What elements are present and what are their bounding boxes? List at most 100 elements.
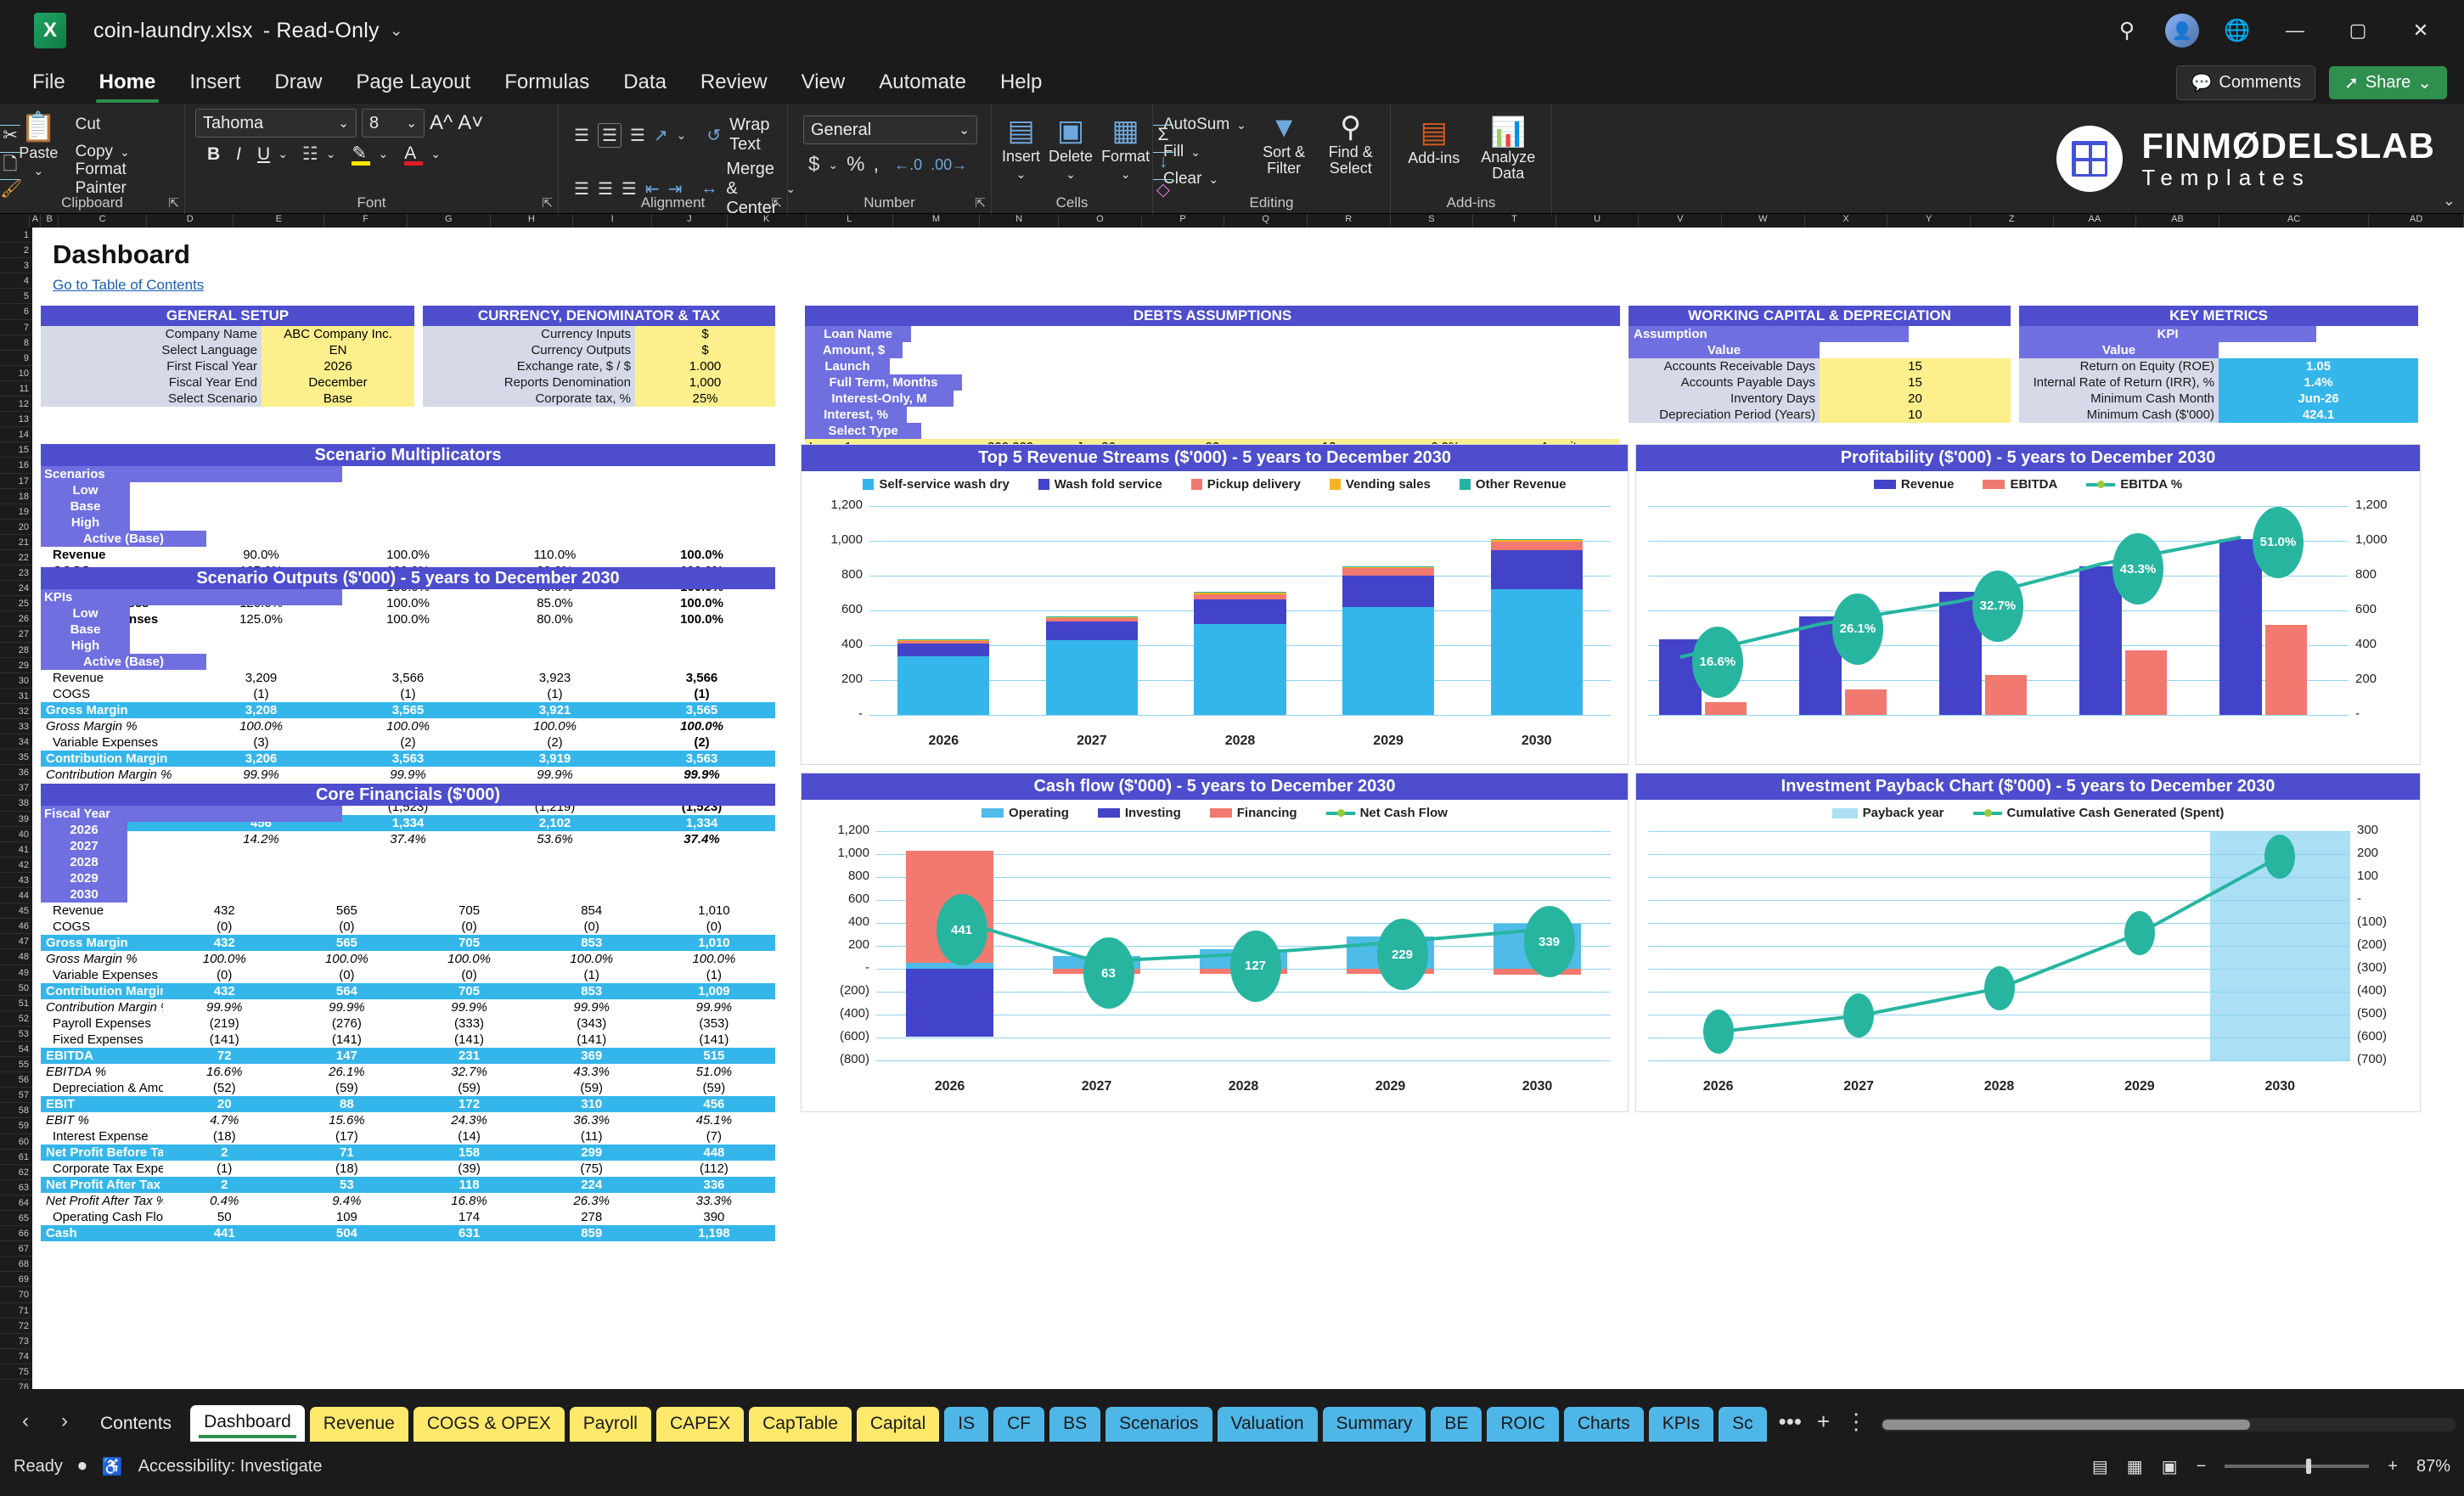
chart-profitability[interactable]: Profitability ($'000) - 5 years to Decem… <box>1635 444 2421 765</box>
ribbon-tab-draw[interactable]: Draw <box>274 70 323 93</box>
sheet-tab-bs[interactable]: BS <box>1049 1407 1101 1442</box>
cur-value-2[interactable]: 1.000 <box>635 358 775 374</box>
ribbon-tab-home[interactable]: Home <box>84 66 172 103</box>
sheet-tab-capital[interactable]: Capital <box>856 1407 940 1442</box>
row-header[interactable]: 63 <box>0 1180 32 1195</box>
cur-value-4[interactable]: 25% <box>635 391 775 407</box>
legend-item[interactable]: Pickup delivery <box>1190 477 1301 492</box>
row-header[interactable]: 45 <box>0 903 32 920</box>
col-B[interactable]: B <box>41 214 59 228</box>
zoom-in-button[interactable]: + <box>2388 1456 2398 1476</box>
col-E[interactable]: E <box>233 214 325 228</box>
legend-item[interactable]: Self-service wash dry <box>863 477 1010 492</box>
underline-button[interactable]: U <box>257 143 271 164</box>
row-header[interactable]: 58 <box>0 1103 32 1119</box>
row-header[interactable]: 76 <box>0 1380 32 1389</box>
gs-value-2[interactable]: 2026 <box>262 358 414 374</box>
row-header[interactable]: 49 <box>0 965 32 981</box>
autosum-button[interactable]: Σ AutoSum ⌄ <box>1153 113 1246 144</box>
row-header[interactable]: 22 <box>0 550 32 566</box>
wc-r2c1[interactable]: 20 <box>1820 391 2011 407</box>
row-header[interactable]: 4 <box>0 273 32 290</box>
row-header[interactable]: 19 <box>0 504 32 520</box>
page-layout-icon[interactable]: ▦ <box>2126 1457 2143 1476</box>
row-header[interactable]: 13 <box>0 412 32 428</box>
col-AA[interactable]: AA <box>2054 214 2137 228</box>
ribbon-tab-formulas[interactable]: Formulas <box>504 70 590 93</box>
sheet-tab-cf[interactable]: CF <box>993 1407 1045 1442</box>
analyze-data-button[interactable]: 📊 Analyze Data <box>1476 114 1542 182</box>
row-header[interactable]: 15 <box>0 442 32 458</box>
row-header[interactable]: 10 <box>0 366 32 381</box>
font-dialog-launcher-icon[interactable]: ⇱ <box>542 196 553 211</box>
legend-item[interactable]: Net Cash Flow <box>1325 806 1448 820</box>
clipboard-dialog-launcher-icon[interactable]: ⇱ <box>168 196 179 211</box>
fill-button[interactable]: ↓ Fill ⌄ <box>1153 140 1246 172</box>
gs-value-4[interactable]: Base <box>262 391 414 407</box>
row-header[interactable]: 51 <box>0 996 32 1011</box>
row-header[interactable]: 44 <box>0 888 32 904</box>
row-header[interactable]: 8 <box>0 335 32 351</box>
row-header[interactable]: 28 <box>0 643 32 658</box>
col-Y[interactable]: Y <box>1887 214 1971 228</box>
row-header[interactable]: 54 <box>0 1042 32 1058</box>
fill-color-chevron-down-icon[interactable]: ⌄ <box>378 147 389 160</box>
col-F[interactable]: F <box>324 214 408 228</box>
search-icon[interactable]: ⚲ <box>2118 19 2135 42</box>
gs-value-0[interactable]: ABC Company Inc. <box>262 326 414 342</box>
minimize-button[interactable]: — <box>2286 20 2304 41</box>
decrease-indent-icon[interactable]: ⇤ <box>644 180 660 199</box>
borders-chevron-down-icon[interactable]: ⌄ <box>325 147 336 160</box>
row-header[interactable]: 32 <box>0 704 32 719</box>
row-header[interactable]: 69 <box>0 1272 32 1288</box>
row-header[interactable]: 34 <box>0 734 32 751</box>
legend-item[interactable]: Investing <box>1097 806 1181 820</box>
row-header[interactable]: 48 <box>0 949 32 965</box>
col-C[interactable]: C <box>59 214 148 228</box>
row-header[interactable]: 67 <box>0 1241 32 1257</box>
row-header[interactable]: 47 <box>0 934 32 950</box>
col-L[interactable]: L <box>807 214 893 228</box>
sheet-tab-dashboard[interactable]: Dashboard <box>190 1405 305 1442</box>
ribbon-tab-automate[interactable]: Automate <box>879 70 966 93</box>
avatar[interactable]: 👤 <box>2165 14 2199 48</box>
ribbon-tab-review[interactable]: Review <box>700 70 768 93</box>
row-header[interactable]: 7 <box>0 320 32 335</box>
delete-cells-button[interactable]: ▣ Delete ⌄ <box>1049 112 1093 182</box>
row-header[interactable]: 5 <box>0 289 32 305</box>
legend-item[interactable]: Operating <box>982 806 1069 820</box>
col-Q[interactable]: Q <box>1224 214 1308 228</box>
sheet-tab-be[interactable]: BE <box>1431 1407 1482 1442</box>
row-header[interactable]: 43 <box>0 873 32 889</box>
legend-item[interactable]: Vending sales <box>1329 477 1431 492</box>
row-header[interactable]: 41 <box>0 842 32 858</box>
row-header[interactable]: 21 <box>0 535 32 550</box>
row-header[interactable]: 75 <box>0 1364 32 1381</box>
sheet-tab-kpis[interactable]: KPIs <box>1648 1407 1714 1442</box>
row-header[interactable]: 23 <box>0 565 32 582</box>
row-header[interactable]: 36 <box>0 765 32 781</box>
col-K[interactable]: K <box>728 214 807 228</box>
orientation-icon[interactable]: ↗ <box>653 126 668 145</box>
row-header[interactable]: 59 <box>0 1118 32 1134</box>
col-X[interactable]: X <box>1805 214 1888 228</box>
sheet-tab-roic[interactable]: ROIC <box>1487 1407 1559 1442</box>
row-header[interactable]: 20 <box>0 520 32 535</box>
share-button[interactable]: ➚ Share ⌄ <box>2329 65 2447 99</box>
row-header[interactable]: 33 <box>0 719 32 735</box>
add-sheet-button[interactable]: + <box>1816 1409 1831 1434</box>
row-header[interactable]: 18 <box>0 489 32 504</box>
recording-icon[interactable]: ⏺ <box>77 1456 87 1476</box>
wrap-text-button[interactable]: Wrap Text <box>729 115 770 154</box>
sheet-tab-contents[interactable]: Contents <box>100 1414 172 1433</box>
cur-value-3[interactable]: 1,000 <box>635 374 775 391</box>
row-header[interactable]: 68 <box>0 1257 32 1273</box>
legend-item[interactable]: Financing <box>1209 806 1297 820</box>
wc-r0c1[interactable]: 15 <box>1820 358 2011 374</box>
row-header[interactable]: 14 <box>0 427 32 443</box>
align-bottom-icon[interactable]: ☰ <box>629 126 645 145</box>
grow-font-icon[interactable]: A^ <box>430 111 453 134</box>
font-size-select[interactable]: 8 ⌄ <box>362 109 425 138</box>
row-header[interactable]: 35 <box>0 750 32 766</box>
decrease-decimal-icon[interactable]: .00→ <box>931 155 968 173</box>
